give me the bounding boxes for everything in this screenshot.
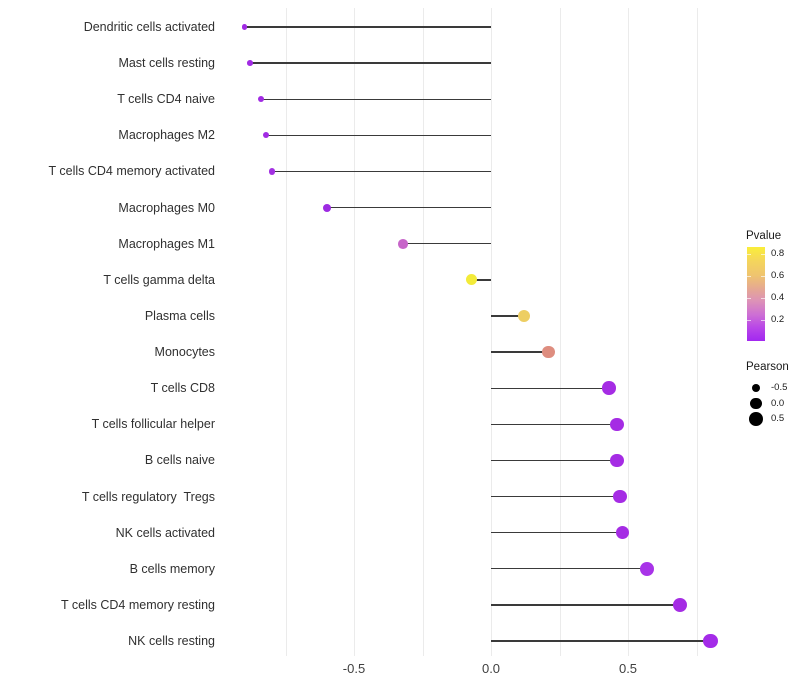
lollipop-dot — [542, 345, 555, 359]
lollipop-dot — [640, 561, 655, 576]
lollipop-dot — [398, 238, 409, 249]
pvalue-tick-mark — [747, 254, 751, 255]
lollipop-stem — [249, 62, 491, 64]
pearson-legend-label: 0.0 — [771, 397, 785, 409]
row-label: T cells follicular helper — [91, 417, 215, 432]
lollipop-dot — [615, 525, 630, 540]
lollipop-stem — [491, 387, 609, 389]
lollipop-stem — [326, 206, 491, 209]
gridline-x--0.5 — [354, 8, 355, 656]
pvalue-tick-label: 0.2 — [771, 314, 785, 325]
row-label: Macrophages M1 — [118, 236, 215, 251]
pvalue-tick-label: 0.8 — [771, 248, 785, 259]
lollipop-stem — [491, 351, 549, 353]
row-label: T cells CD4 naive — [117, 92, 215, 107]
gridline-x-0.5 — [628, 8, 629, 656]
lollipop-dot — [241, 24, 248, 30]
pearson-legend-label: 0.5 — [771, 413, 785, 424]
row-label: Monocytes — [154, 345, 215, 360]
pearson-legend-dot — [749, 412, 763, 426]
lollipop-dot — [612, 489, 627, 504]
lollipop-stem — [260, 98, 491, 100]
row-label: B cells memory — [129, 561, 215, 576]
lollipop-stem — [403, 243, 491, 245]
lollipop-dot — [517, 309, 530, 322]
lollipop-stem — [491, 640, 711, 642]
lollipop-stem — [491, 568, 648, 570]
lollipop-dot — [672, 597, 688, 613]
lollipop-stem — [244, 26, 491, 28]
pvalue-tick-label: 0.6 — [771, 270, 785, 281]
gridline-x-0.25 — [559, 8, 561, 656]
pearson-legend-label: -0.5 — [771, 382, 788, 393]
row-label: B cells naive — [144, 453, 215, 468]
lollipop-dot — [247, 60, 253, 66]
lollipop-dot — [610, 417, 624, 432]
row-label: Dendritic cells activated — [83, 20, 215, 34]
lollipop-stem — [266, 134, 491, 137]
pvalue-tick-mark — [761, 254, 765, 255]
lollipop-stem — [271, 170, 491, 173]
lollipop-stem — [491, 495, 620, 498]
x-tick-label: -0.5 — [342, 661, 366, 676]
lollipop-dot — [268, 168, 275, 175]
lollipop-stem — [491, 604, 681, 606]
lollipop-dot — [322, 203, 331, 212]
pearson-legend-dot — [750, 397, 762, 410]
lollipop-dot — [610, 453, 624, 468]
pvalue-colorbar — [747, 247, 765, 341]
lollipop-stem — [491, 423, 618, 425]
row-label: T cells CD8 — [150, 381, 215, 396]
pvalue-tick-mark — [761, 276, 765, 277]
row-label: T cells regulatory Tregs — [81, 489, 215, 504]
lollipop-dot — [702, 633, 718, 649]
row-label: T cells CD4 memory resting — [61, 597, 215, 612]
row-label: Macrophages M0 — [118, 200, 215, 215]
plot-panel — [222, 8, 732, 656]
lollipop-stem — [491, 459, 618, 462]
row-label: T cells CD4 memory activated — [48, 164, 216, 179]
lollipop-dot — [602, 381, 616, 395]
lollipop-dot — [466, 274, 478, 286]
pvalue-tick-mark — [747, 298, 751, 299]
row-label: Macrophages M2 — [118, 128, 215, 143]
pvalue-tick-mark — [761, 320, 765, 321]
gridline-x-0.75 — [696, 8, 698, 656]
pvalue-tick-mark — [747, 320, 751, 321]
row-label: T cells gamma delta — [103, 272, 215, 287]
lollipop-dot — [257, 96, 264, 103]
lollipop-stem — [471, 279, 491, 281]
gridline-x--0.75 — [285, 8, 287, 656]
row-label: NK cells resting — [128, 634, 215, 649]
lollipop-dot — [263, 132, 270, 139]
row-label: NK cells activated — [115, 525, 215, 540]
pvalue-tick-label: 0.4 — [771, 292, 785, 303]
gridline-x--0.25 — [422, 8, 424, 656]
pearson-legend-dot — [751, 383, 761, 393]
pearson-legend-title: Pearson — [746, 361, 789, 373]
row-label: Plasma cells — [144, 308, 215, 323]
pvalue-tick-mark — [747, 276, 751, 277]
row-label: Mast cells resting — [118, 56, 215, 71]
pvalue-legend-title: Pvalue — [746, 230, 782, 242]
x-tick-label: 0.5 — [618, 661, 638, 676]
x-tick-label: 0.0 — [481, 661, 501, 676]
lollipop-stem — [491, 531, 623, 534]
gridline-x-0 — [491, 8, 492, 656]
lollipop-stem — [491, 315, 524, 317]
pvalue-tick-mark — [761, 298, 765, 299]
